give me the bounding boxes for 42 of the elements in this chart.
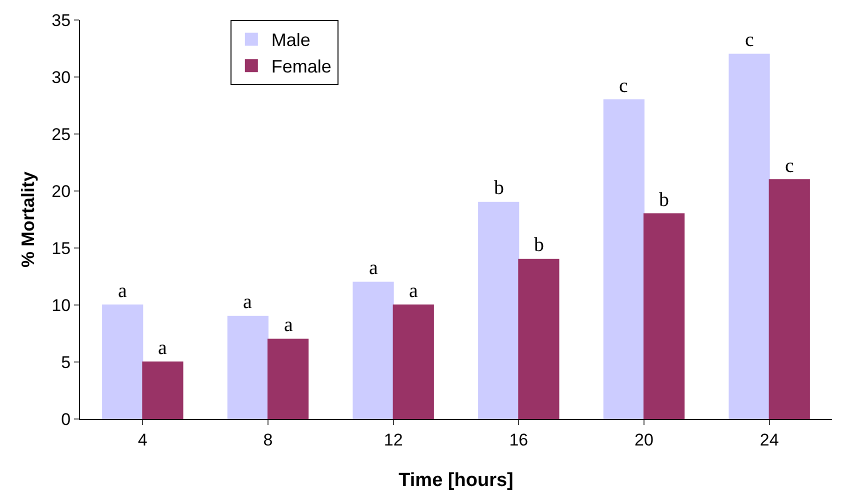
legend-label: Female	[271, 56, 332, 77]
annotation: b	[494, 177, 504, 199]
y-tick-label: 25	[52, 124, 71, 144]
annotation: a	[243, 291, 252, 313]
x-tick-label: 20	[634, 430, 654, 450]
annotation: a	[369, 257, 378, 279]
bar	[352, 282, 394, 419]
y-tick-label: 15	[52, 238, 71, 258]
y-tick-label: 30	[52, 68, 71, 87]
x-tick-label: 24	[760, 430, 779, 450]
annotation: a	[409, 280, 418, 302]
x-tick-label: 4	[138, 430, 148, 450]
y-tick-label: 10	[52, 296, 71, 315]
annotation: c	[785, 155, 794, 177]
bar	[392, 304, 434, 419]
x-tick-label: 16	[509, 430, 528, 450]
annotation: a	[158, 337, 167, 359]
annotation: b	[534, 234, 544, 256]
y-tick-label: 5	[61, 352, 71, 372]
annotation: c	[745, 29, 754, 51]
bar	[227, 316, 268, 419]
y-tick-label: 35	[52, 10, 71, 30]
x-tick-label: 8	[263, 430, 273, 450]
annotation: c	[619, 75, 628, 97]
legend-label: Male	[271, 30, 310, 50]
y-tick-label: 0	[61, 410, 71, 429]
bar	[142, 362, 184, 419]
bar	[728, 54, 770, 419]
y-axis-title: % Mortality	[18, 171, 38, 268]
bar	[603, 99, 644, 419]
annotation: b	[659, 189, 669, 211]
bar	[768, 179, 810, 419]
bar	[102, 304, 144, 419]
annotation: a	[118, 280, 127, 302]
y-tick-label: 20	[52, 182, 71, 201]
annotation: a	[284, 314, 293, 336]
bar	[644, 213, 685, 419]
x-axis-title: Time [hours]	[398, 470, 514, 491]
bar	[478, 202, 520, 419]
x-tick-label: 12	[384, 430, 403, 450]
bar	[518, 258, 560, 419]
bar	[268, 338, 309, 419]
